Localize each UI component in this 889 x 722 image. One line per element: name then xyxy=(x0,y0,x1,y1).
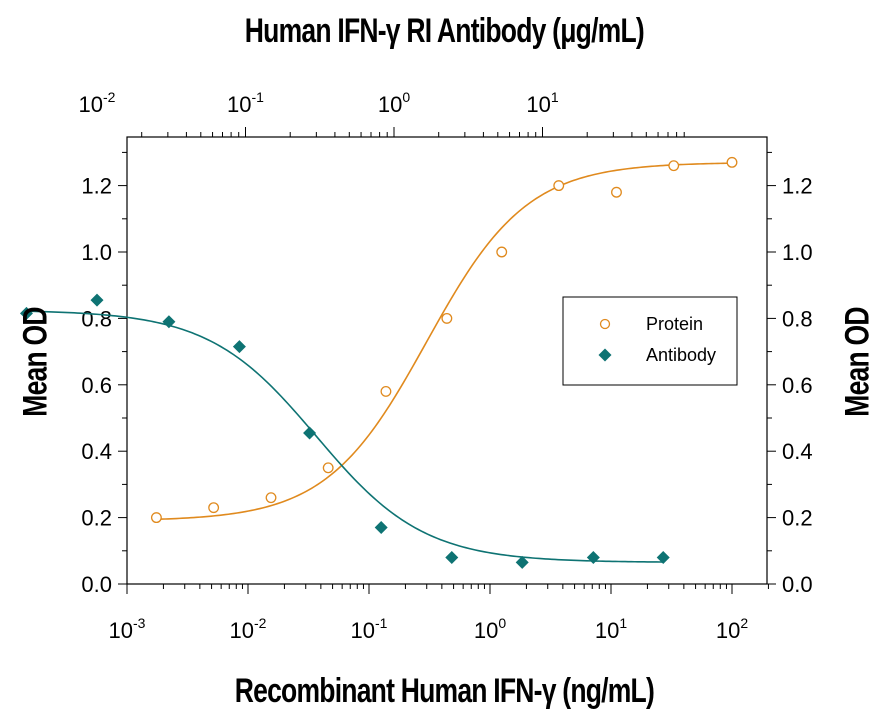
bottom-tick-label: 100 xyxy=(474,615,506,643)
data-point-antibody xyxy=(19,306,33,320)
data-point-protein xyxy=(496,246,508,258)
data-point-protein xyxy=(380,385,392,397)
legend-antibody-label: Antibody xyxy=(646,345,716,365)
bottom-tick-label: 10-3 xyxy=(109,615,146,643)
legend: Protein Antibody xyxy=(562,296,738,386)
top-tick-label: 10-2 xyxy=(79,89,116,117)
top-axis-title: Human IFN-γ RI Antibody (μg/mL) xyxy=(244,12,645,50)
bottom-tick-label: 101 xyxy=(595,615,627,643)
data-point-protein xyxy=(441,312,453,324)
right-tick-label: 0.8 xyxy=(782,306,813,331)
data-point-antibody xyxy=(303,426,317,440)
legend-protein-marker xyxy=(599,318,611,330)
left-tick-label: 1.0 xyxy=(81,240,112,265)
data-point-antibody xyxy=(515,555,529,569)
legend-box xyxy=(562,296,738,386)
bottom-tick-label: 10-1 xyxy=(351,615,388,643)
data-point-antibody xyxy=(232,340,246,354)
data-point-protein xyxy=(726,156,738,168)
fit-curve-antibody xyxy=(26,310,664,563)
bottom-tick-label: 10-2 xyxy=(230,615,267,643)
axis-ticks: 10-3 10-2 10-1 100 101 102 10-2 10-1 100 101 0.0 0.… xyxy=(79,89,813,643)
bottom-tick-label: 102 xyxy=(716,615,748,643)
right-tick-label: 0.4 xyxy=(782,439,813,464)
data-point-antibody xyxy=(90,293,104,307)
right-tick-label: 1.2 xyxy=(782,174,813,199)
data-point-protein xyxy=(668,160,680,172)
left-axis-title: Mean OD xyxy=(16,307,55,417)
data-point-antibody xyxy=(445,550,459,564)
right-tick-label: 0.6 xyxy=(782,373,813,398)
right-tick-label: 0.0 xyxy=(782,572,813,597)
right-axis-title: Mean OD xyxy=(838,307,877,417)
bottom-axis-title: Recombinant Human IFN-γ (ng/mL) xyxy=(234,672,655,710)
data-point-protein xyxy=(265,492,277,504)
legend-protein-label: Protein xyxy=(646,314,703,334)
data-point-protein xyxy=(322,462,334,474)
data-point-protein xyxy=(553,180,565,192)
data-point-protein xyxy=(208,502,220,514)
fit-curves xyxy=(26,162,733,563)
data-point-antibody xyxy=(586,550,600,564)
legend-antibody-marker xyxy=(598,348,612,362)
left-tick-label: 0.0 xyxy=(81,572,112,597)
right-tick-label: 1.0 xyxy=(782,240,813,265)
data-points xyxy=(19,156,738,569)
left-tick-label: 0.2 xyxy=(81,506,112,531)
top-tick-label: 101 xyxy=(526,89,558,117)
fit-curve-protein xyxy=(156,162,733,521)
data-point-antibody xyxy=(374,521,388,535)
left-tick-label: 0.8 xyxy=(81,306,112,331)
data-point-protein xyxy=(611,186,622,198)
left-tick-label: 0.4 xyxy=(81,439,112,464)
left-tick-label: 0.6 xyxy=(81,373,112,398)
data-point-antibody xyxy=(656,550,670,564)
data-point-protein xyxy=(150,512,162,524)
right-tick-label: 0.2 xyxy=(782,506,813,531)
plot-frame xyxy=(126,136,768,585)
top-tick-label: 10-1 xyxy=(227,89,264,117)
top-tick-label: 100 xyxy=(378,89,410,117)
left-tick-label: 1.2 xyxy=(81,174,112,199)
data-point-antibody xyxy=(162,315,176,329)
